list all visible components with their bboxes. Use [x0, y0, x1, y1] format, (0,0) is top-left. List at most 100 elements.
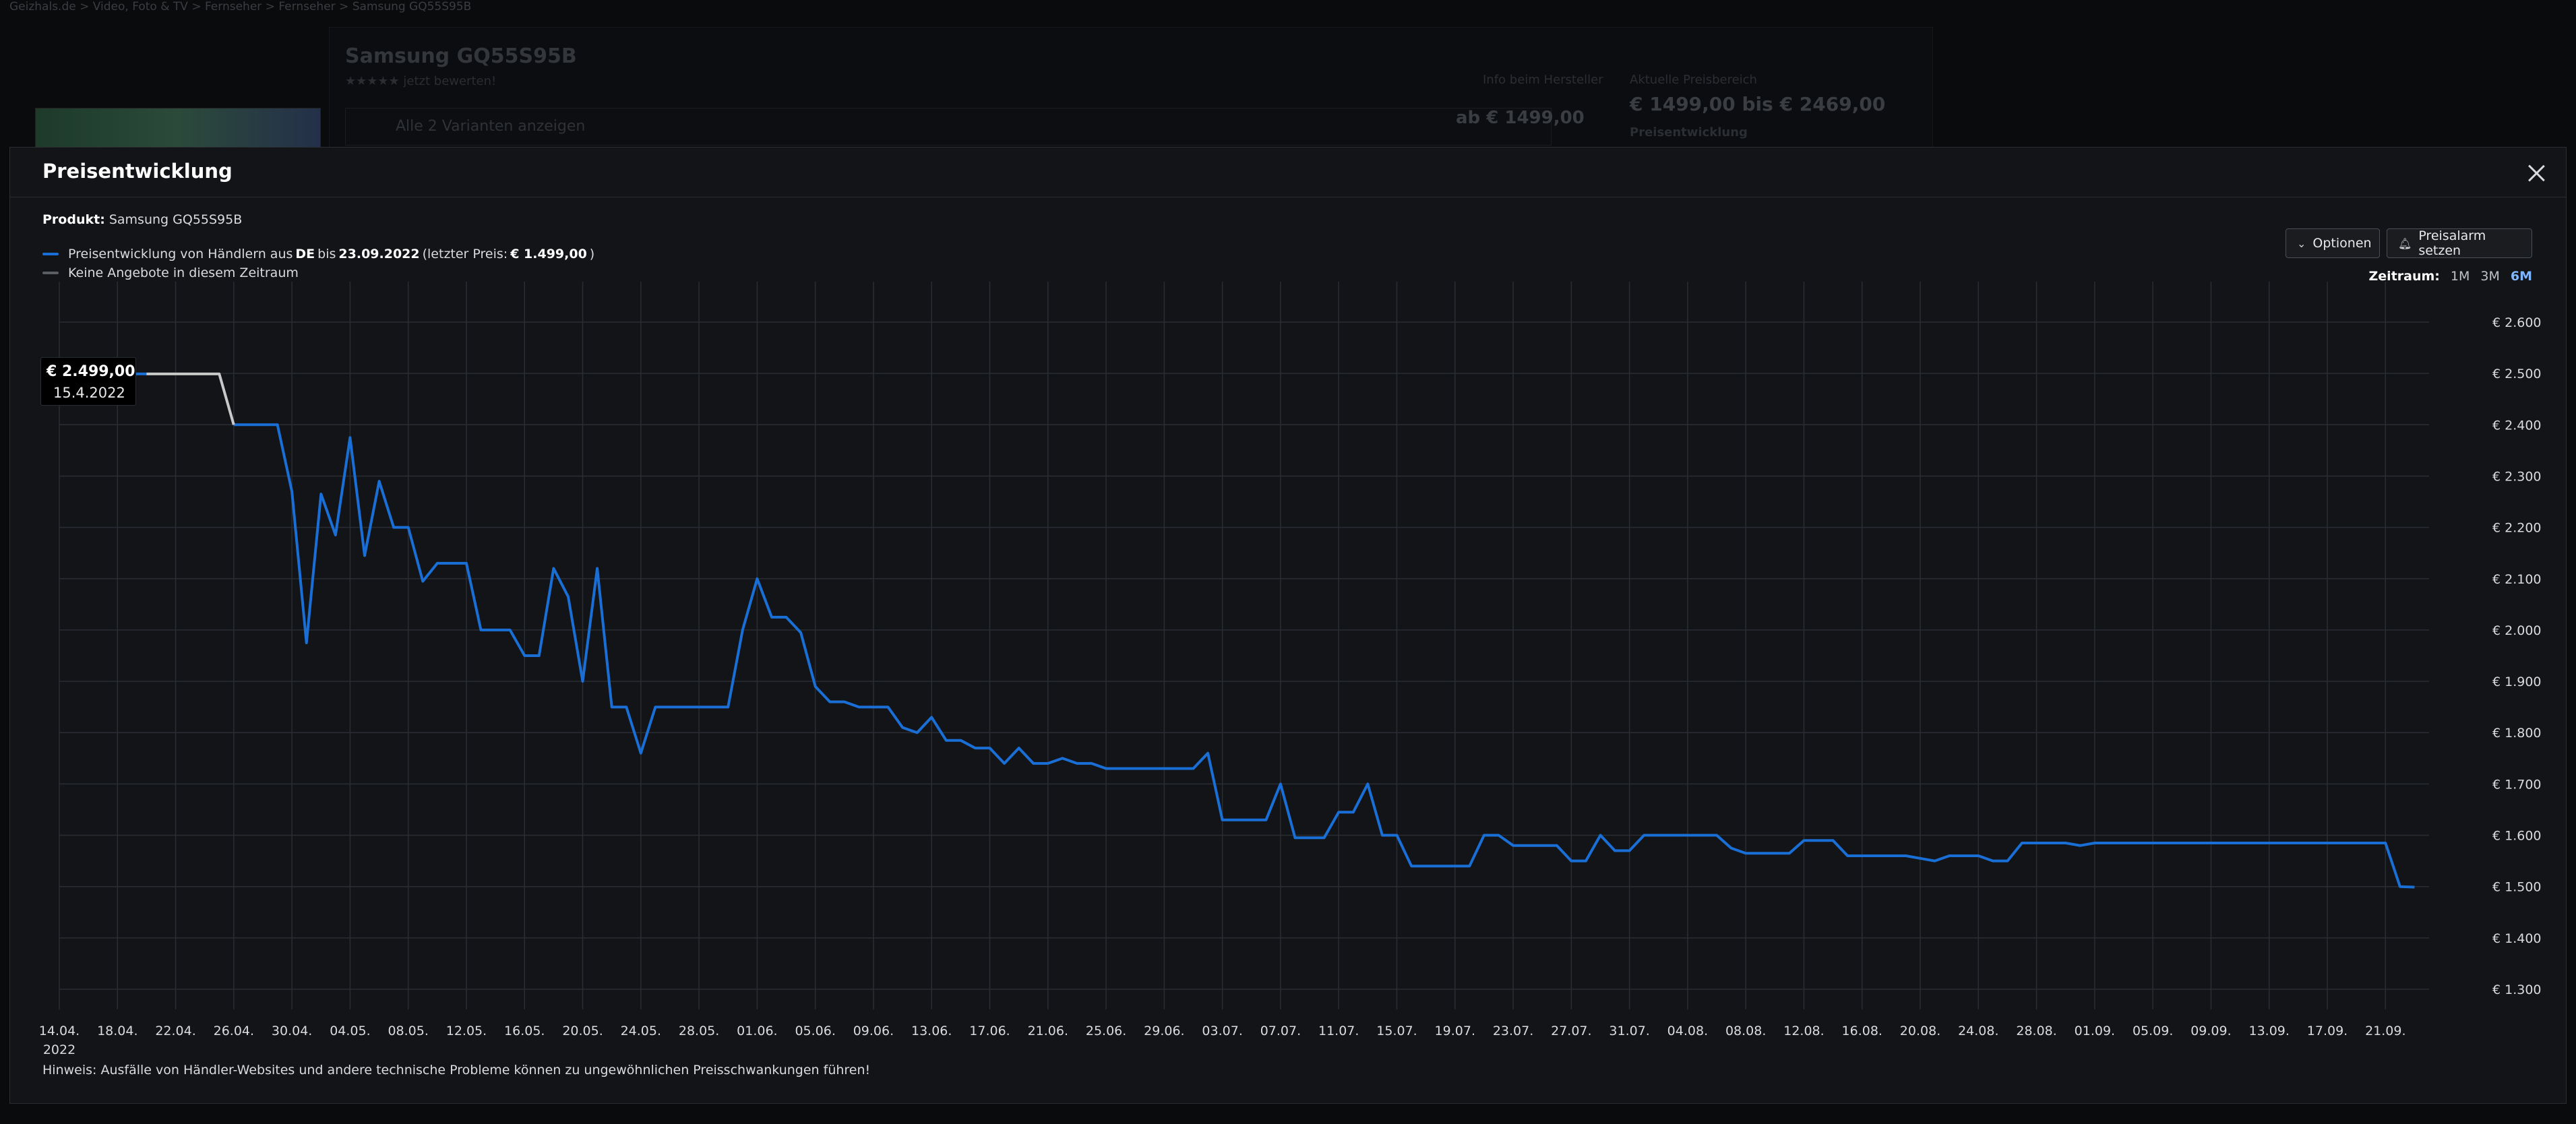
x-tick-label: 20.05.	[562, 1024, 603, 1038]
x-tick-label: 28.08.	[2016, 1024, 2056, 1038]
x-tick-label: 05.06.	[795, 1024, 835, 1038]
x-tick-label: 31.07.	[1609, 1024, 1649, 1038]
x-tick-label: 17.06.	[969, 1024, 1010, 1038]
legend-item-none: Keine Angebote in diesem Zeitraum	[42, 263, 594, 282]
options-button[interactable]: ⌄ Optionen	[2286, 228, 2380, 258]
variants-label: Alle 2 Varianten anzeigen	[396, 118, 586, 135]
variants-bar: Alle 2 Varianten anzeigen	[345, 108, 1552, 146]
legend-date: 23.09.2022	[338, 247, 420, 261]
x-tick-label: 01.09.	[2075, 1024, 2115, 1038]
bell-icon: 🔔︎	[2398, 237, 2412, 250]
legend-text: Preisentwicklung von Händlern aus	[68, 247, 293, 261]
timeframe-1m[interactable]: 1M	[2450, 269, 2470, 284]
x-tick-label: 12.08.	[1783, 1024, 1824, 1038]
y-tick-label: € 1.300	[2492, 982, 2542, 997]
legend-country: DE	[295, 247, 315, 261]
legend-last-price: € 1.499,00	[510, 247, 587, 261]
x-tick-label: 21.09.	[2365, 1024, 2405, 1038]
modal-header: Preisentwicklung	[10, 148, 2566, 197]
x-tick-label: 24.05.	[621, 1024, 661, 1038]
legend-item-main: Preisentwicklung von Händlern aus DE bis…	[42, 245, 594, 263]
x-tick-label: 22.04.	[155, 1024, 195, 1038]
series-line-no-offers	[146, 372, 235, 425]
x-tick-label: 26.04.	[214, 1024, 254, 1038]
x-tick-label: 04.08.	[1667, 1024, 1708, 1038]
current-prices-label: Aktuelle Preisbereich	[1630, 73, 1757, 87]
y-tick-label: € 2.500	[2492, 367, 2542, 381]
x-tick-label: 11.07.	[1318, 1024, 1359, 1038]
legend-text: Keine Angebote in diesem Zeitraum	[68, 266, 299, 280]
x-tick-label: 14.04.	[39, 1024, 80, 1038]
y-tick-label: € 2.400	[2492, 418, 2542, 433]
breadcrumb: Geizhals.de > Video, Foto & TV > Fernseh…	[9, 0, 472, 13]
x-tick-label: 04.05.	[330, 1024, 370, 1038]
legend-text: bis	[317, 247, 336, 261]
y-tick-label: € 1.700	[2492, 777, 2542, 792]
y-tick-label: € 1.800	[2492, 726, 2542, 741]
legend-text: )	[589, 247, 595, 261]
price-chart[interactable]: € 1.300 € 1.400 € 1.500 € 1.600 € 1.700 € 1.8…	[9, 147, 2567, 1104]
product-label: Produkt:	[42, 212, 105, 227]
price-alert-label: Preisalarm setzen	[2418, 228, 2486, 258]
y-tick-label: € 2.600	[2492, 315, 2542, 330]
x-tick-label: 08.08.	[1725, 1024, 1766, 1038]
x-tick-label: 17.09.	[2307, 1024, 2348, 1038]
chart-legend: Preisentwicklung von Händlern aus DE bis…	[42, 245, 594, 282]
x-tick-label: 16.05.	[504, 1024, 545, 1038]
x-tick-label: 20.08.	[1900, 1024, 1940, 1038]
tooltip-price: € 2.499,00	[47, 363, 135, 380]
manufacturer-info: Info beim Hersteller	[1483, 73, 1603, 87]
x-tick-label: 08.05.	[388, 1024, 428, 1038]
product-line: Produkt: Samsung GQ55S95B	[42, 212, 242, 227]
series-line-price	[233, 423, 2415, 889]
legend-text: (letzter Preis:	[422, 247, 508, 261]
rating-text: ★★★★★ jetzt bewerten!	[345, 74, 497, 88]
x-tick-label: 13.06.	[911, 1024, 952, 1038]
x-tick-year-label: 2022	[43, 1042, 75, 1057]
x-tick-label: 29.06.	[1144, 1024, 1184, 1038]
x-tick-label: 18.04.	[97, 1024, 137, 1038]
price-history-modal: Preisentwicklung Produkt: Samsung GQ55S9…	[9, 147, 2567, 1104]
legend-swatch-gray	[42, 272, 59, 274]
legend-swatch-blue	[42, 253, 59, 255]
x-tick-label: 01.06.	[737, 1024, 777, 1038]
y-tick-label: € 2.000	[2492, 623, 2542, 638]
x-tick-label: 16.08.	[1842, 1024, 1882, 1038]
options-label: Optionen	[2312, 236, 2372, 251]
x-tick-label: 24.08.	[1958, 1024, 1998, 1038]
x-tick-label: 23.07.	[1493, 1024, 1533, 1038]
y-tick-label: € 1.600	[2492, 829, 2542, 844]
x-tick-label: 15.07.	[1376, 1024, 1417, 1038]
y-tick-label: € 2.100	[2492, 572, 2542, 587]
x-tick-label: 19.07.	[1435, 1024, 1475, 1038]
current-prices: € 1499,00 bis € 2469,00	[1630, 93, 1886, 115]
x-tick-label: 09.06.	[853, 1024, 894, 1038]
product-title: Samsung GQ55S95B	[345, 44, 577, 68]
x-tick-label: 30.04.	[272, 1024, 312, 1038]
x-tick-label: 13.09.	[2249, 1024, 2290, 1038]
y-tick-label: € 1.400	[2492, 931, 2542, 946]
x-tick-label: 21.06.	[1028, 1024, 1068, 1038]
timeframe-6m[interactable]: 6M	[2510, 269, 2532, 284]
x-tick-label: 07.07.	[1260, 1024, 1301, 1038]
timeframe-label: Zeitraum:	[2368, 269, 2440, 284]
modal-title: Preisentwicklung	[42, 160, 233, 183]
product-image	[35, 108, 321, 148]
y-tick-label: € 1.900	[2492, 675, 2542, 689]
hint-text: Hinweis: Ausfälle von Händler-Websites u…	[42, 1063, 871, 1078]
y-tick-label: € 2.200	[2492, 521, 2542, 536]
y-tick-label: € 2.300	[2492, 469, 2542, 484]
timeframe-3m[interactable]: 3M	[2480, 269, 2500, 284]
price-alert-button[interactable]: 🔔︎ Preisalarm setzen	[2387, 228, 2532, 258]
x-tick-label: 09.09.	[2190, 1024, 2231, 1038]
x-tick-label: 25.06.	[1086, 1024, 1126, 1038]
x-tick-label: 27.07.	[1551, 1024, 1591, 1038]
price-from: ab € 1499,00	[1456, 108, 1585, 128]
x-tick-label: 12.05.	[446, 1024, 487, 1038]
y-tick-label: € 1.500	[2492, 880, 2542, 895]
product-name: Samsung GQ55S95B	[109, 212, 243, 227]
chevron-down-icon: ⌄	[2297, 237, 2306, 250]
x-tick-label: 05.09.	[2133, 1024, 2173, 1038]
timeframe-selector: Zeitraum: 1M 3M 6M	[2369, 269, 2532, 284]
price-dev-label: Preisentwicklung	[1630, 125, 1748, 139]
